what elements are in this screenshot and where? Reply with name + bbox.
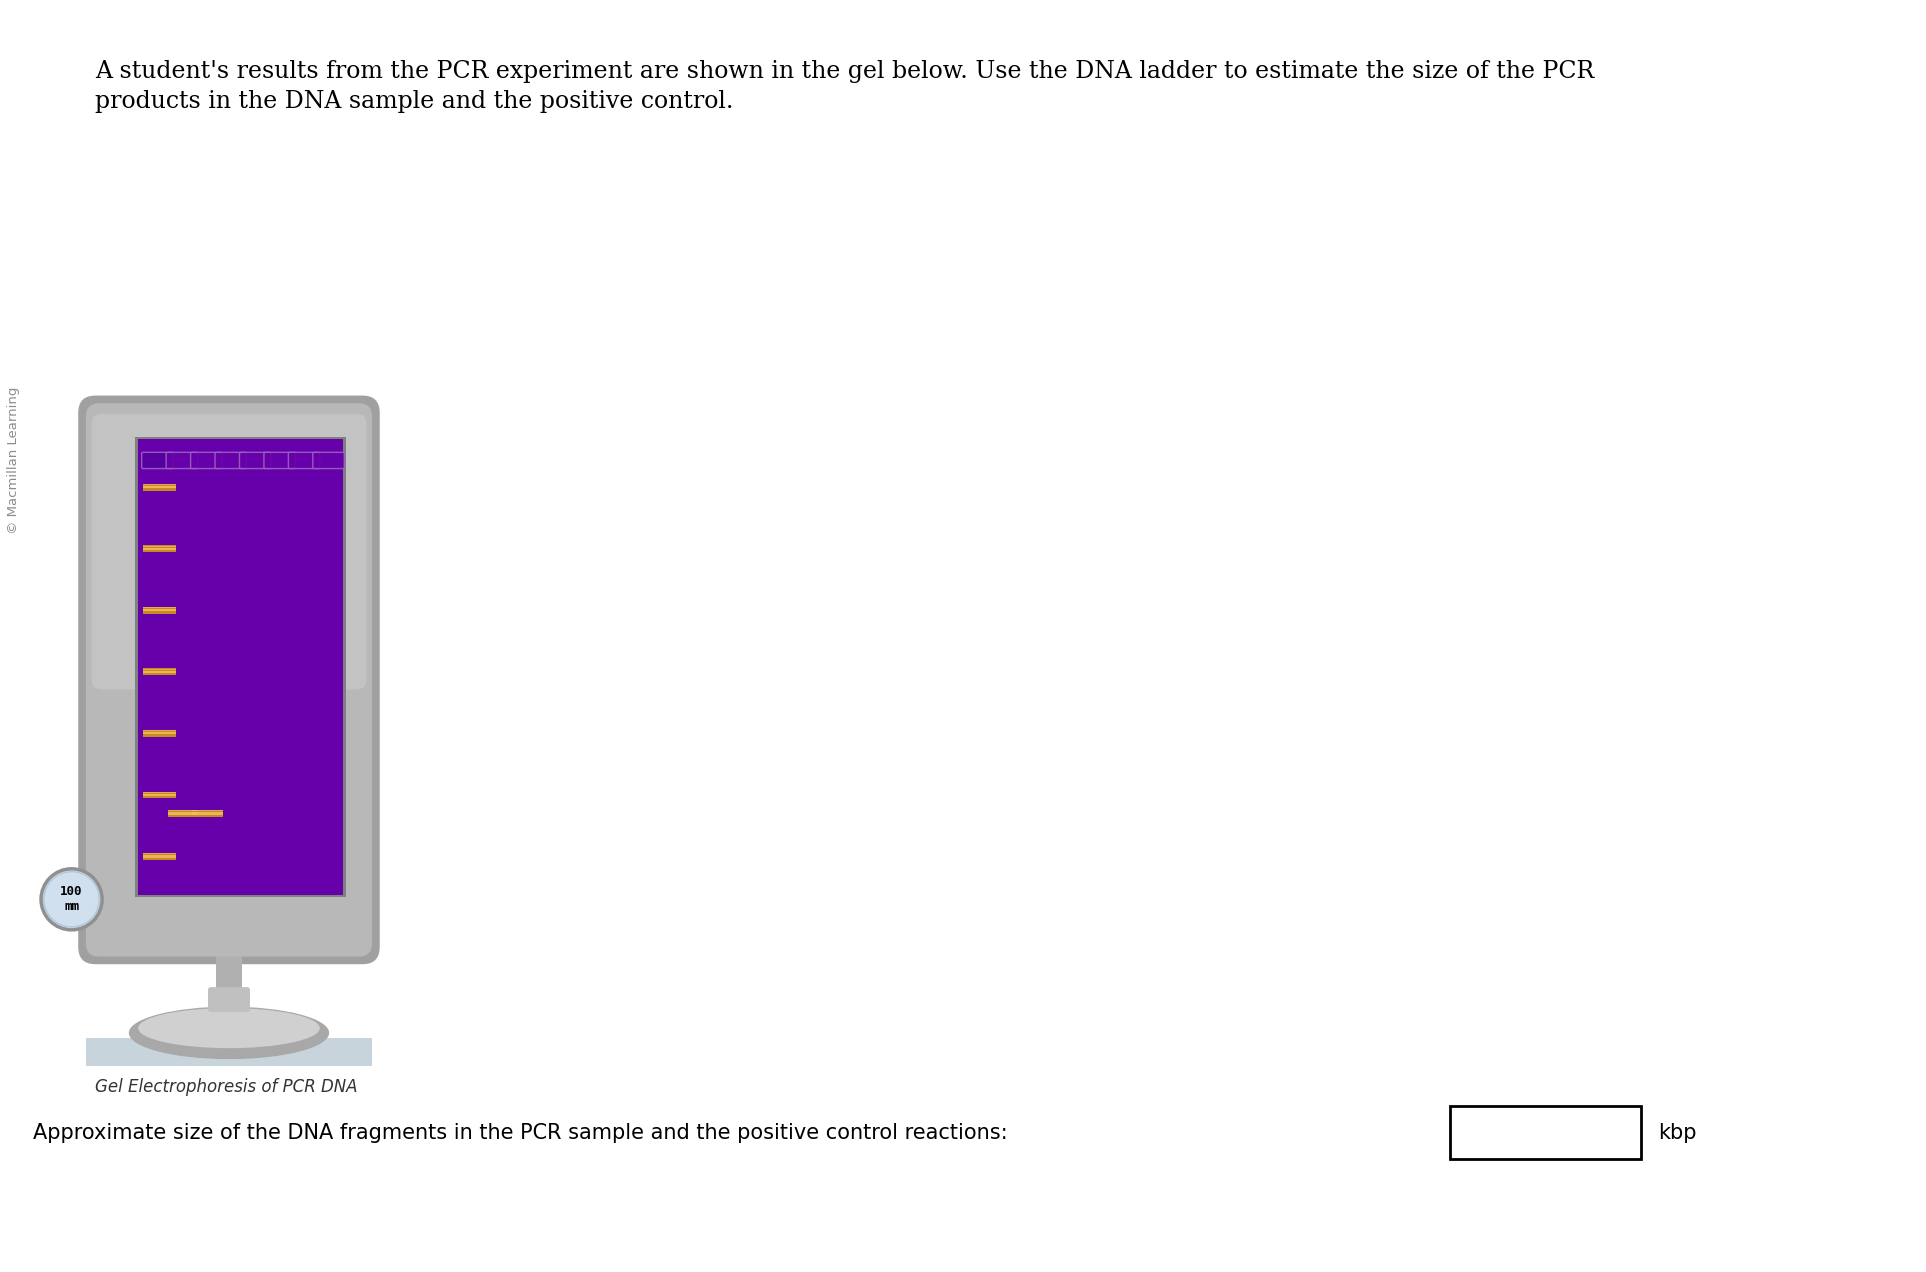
Bar bbox=[193, 812, 223, 815]
FancyBboxPatch shape bbox=[289, 453, 320, 468]
FancyBboxPatch shape bbox=[216, 453, 247, 468]
Ellipse shape bbox=[129, 1006, 329, 1060]
Bar bbox=[1450, 1107, 1641, 1159]
Bar bbox=[143, 855, 175, 857]
Circle shape bbox=[40, 869, 102, 930]
Ellipse shape bbox=[139, 1009, 320, 1048]
Bar bbox=[143, 794, 175, 796]
Bar bbox=[143, 486, 175, 488]
FancyBboxPatch shape bbox=[191, 453, 221, 468]
Bar bbox=[143, 547, 175, 550]
FancyBboxPatch shape bbox=[166, 453, 198, 468]
FancyBboxPatch shape bbox=[92, 413, 366, 689]
Text: kbp: kbp bbox=[1658, 1123, 1697, 1142]
Bar bbox=[143, 854, 175, 860]
Text: Gel Electrophoresis of PCR DNA: Gel Electrophoresis of PCR DNA bbox=[96, 1077, 358, 1095]
Bar bbox=[143, 609, 175, 612]
FancyBboxPatch shape bbox=[264, 453, 295, 468]
FancyBboxPatch shape bbox=[208, 987, 250, 1013]
FancyBboxPatch shape bbox=[79, 396, 379, 964]
Bar bbox=[135, 436, 347, 898]
FancyBboxPatch shape bbox=[312, 453, 345, 468]
Text: A student's results from the PCR experiment are shown in the gel below. Use the : A student's results from the PCR experim… bbox=[96, 60, 1595, 113]
FancyBboxPatch shape bbox=[239, 453, 272, 468]
Bar bbox=[168, 810, 198, 818]
Bar bbox=[143, 791, 175, 799]
Bar bbox=[143, 730, 175, 736]
Text: Approximate size of the DNA fragments in the PCR sample and the positive control: Approximate size of the DNA fragments in… bbox=[33, 1123, 1007, 1144]
FancyBboxPatch shape bbox=[87, 403, 372, 957]
Bar bbox=[143, 733, 175, 734]
Text: © Macmillan Learning: © Macmillan Learning bbox=[8, 387, 19, 534]
Bar bbox=[143, 669, 175, 675]
FancyBboxPatch shape bbox=[143, 453, 173, 468]
Bar bbox=[168, 812, 198, 815]
Bar bbox=[216, 948, 243, 1005]
Bar bbox=[143, 546, 175, 552]
Bar bbox=[143, 483, 175, 491]
Bar bbox=[87, 1038, 372, 1066]
Bar bbox=[193, 810, 223, 818]
Bar bbox=[139, 439, 343, 894]
Bar bbox=[143, 670, 175, 673]
Bar bbox=[143, 607, 175, 613]
Text: 100
mm: 100 mm bbox=[60, 885, 83, 913]
